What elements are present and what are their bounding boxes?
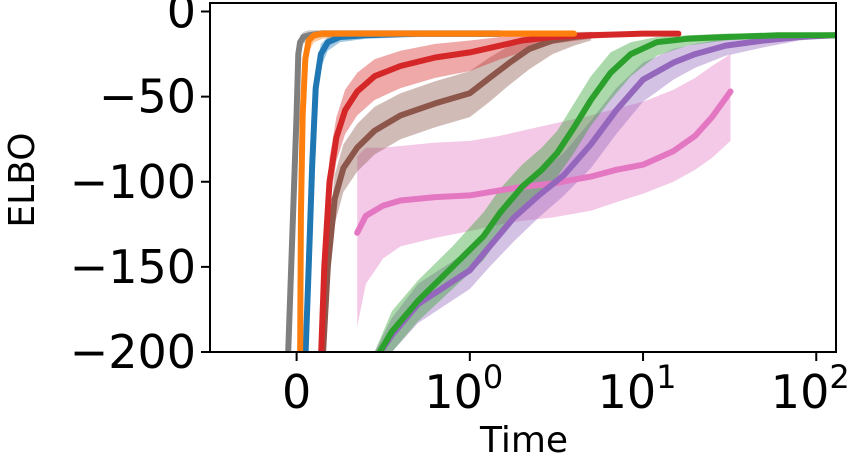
series-band-2: [374, 33, 836, 352]
series-lines: [285, 30, 836, 352]
series-line-1: [376, 32, 836, 352]
x-tick-label-3: 102: [771, 358, 850, 419]
x-tick-label-2: 101: [598, 358, 677, 419]
series-line-0: [354, 88, 734, 236]
y-tick-label-2: −100: [70, 155, 196, 209]
plot-frame: [209, 2, 837, 353]
x-tick-label-0: 0: [282, 365, 311, 419]
series-line-3: [320, 32, 594, 352]
series-line-2: [376, 32, 836, 352]
series-line-7: [297, 30, 578, 352]
x-axis-label: Time: [479, 420, 568, 458]
series-band-1: [374, 31, 836, 352]
y-tick-label-0: 0: [167, 0, 196, 39]
y-tick-label-4: −200: [70, 325, 196, 379]
series-band-3: [322, 31, 591, 352]
y-tick-label-3: −150: [70, 240, 196, 294]
x-tick-label-1: 100: [424, 358, 503, 419]
y-axis-ticks: 0 −50 −100 −150 −200: [70, 0, 210, 379]
x-axis-ticks: 0 100 101 102: [282, 352, 850, 419]
y-tick-label-1: −50: [99, 70, 196, 124]
y-axis-label: ELBO: [2, 132, 43, 227]
